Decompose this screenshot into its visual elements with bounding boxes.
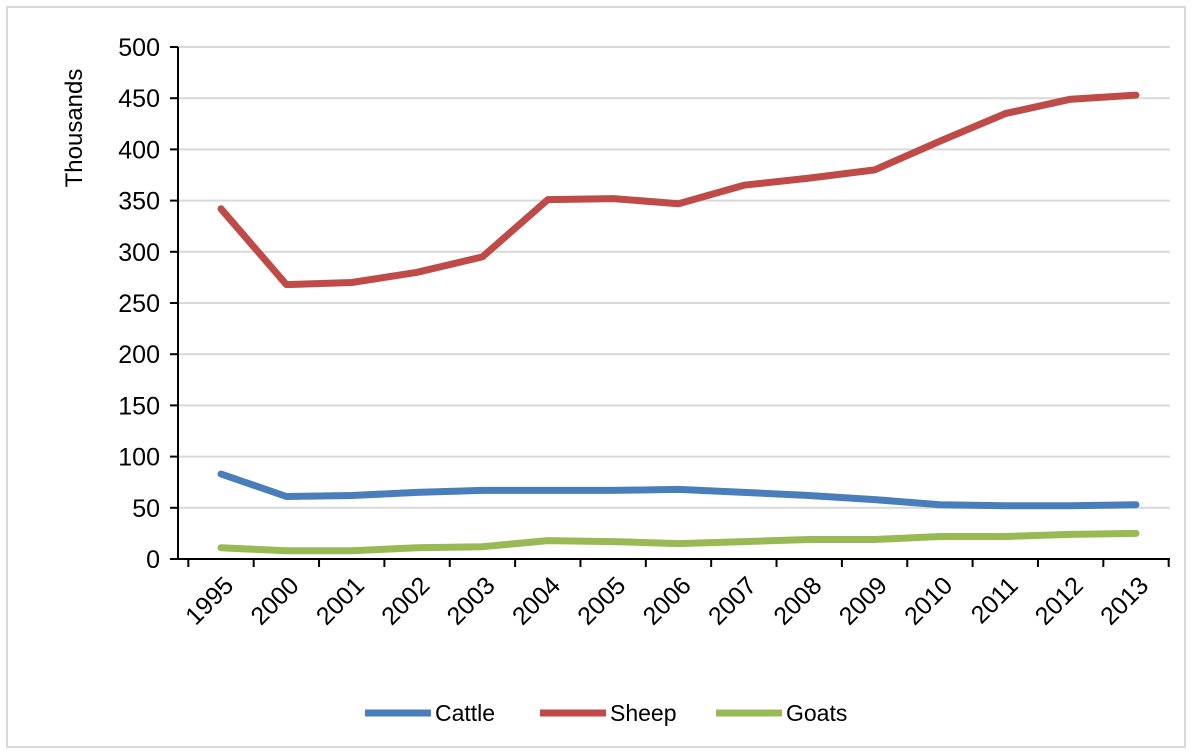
x-axis-ticks: 1995 2000 2001 2002 2003 2004 2005 2006 2007 2008…: [180, 559, 1170, 631]
y-tick-label: 200: [118, 341, 160, 369]
x-tick-label: 2002: [376, 571, 435, 630]
y-tick-label: 400: [118, 136, 160, 164]
y-tick-label: 350: [118, 188, 160, 216]
x-tick-label: 2010: [899, 571, 958, 630]
legend: Cattle Sheep Goats: [365, 700, 847, 726]
legend-label-sheep: Sheep: [610, 700, 677, 726]
series-line-cattle: [217, 470, 1140, 510]
x-tick-label: 2003: [442, 571, 501, 630]
y-tick-label: 50: [132, 495, 160, 523]
series-line-sheep: [217, 91, 1140, 289]
x-tick-label: 2005: [572, 571, 631, 630]
x-tick-label: 2013: [1095, 571, 1154, 630]
x-tick-label: 2004: [507, 571, 566, 630]
y-tick-label: 150: [118, 392, 160, 420]
y-tick-label: 450: [118, 85, 160, 113]
x-tick-label: 2009: [834, 571, 893, 630]
y-tick-label: 500: [118, 34, 160, 62]
y-tick-label: 300: [118, 239, 160, 267]
x-tick-label: 2001: [311, 571, 370, 630]
x-tick-label: 1995: [180, 571, 239, 630]
x-tick-label: 2011: [966, 571, 1024, 629]
series-line-goats: [217, 529, 1140, 555]
y-axis-ticks: 0 50 100 150 200 250 300 350 400 450 500: [118, 34, 178, 574]
x-tick-label: 2007: [703, 571, 762, 630]
x-tick-label: 2012: [1030, 571, 1089, 630]
y-tick-label: 0: [146, 546, 160, 574]
gridlines: [178, 46, 1170, 509]
legend-label-goats: Goats: [786, 700, 847, 726]
x-tick-label: 2006: [638, 571, 697, 630]
chart-frame: [6, 6, 1186, 748]
y-tick-label: 250: [118, 290, 160, 318]
series-lines: [217, 91, 1140, 555]
legend-label-cattle: Cattle: [435, 700, 495, 726]
x-tick-label: 2000: [245, 571, 304, 630]
y-axis-label: Thousands: [61, 69, 88, 188]
x-tick-label: 2008: [768, 571, 827, 630]
y-tick-label: 100: [118, 444, 160, 472]
